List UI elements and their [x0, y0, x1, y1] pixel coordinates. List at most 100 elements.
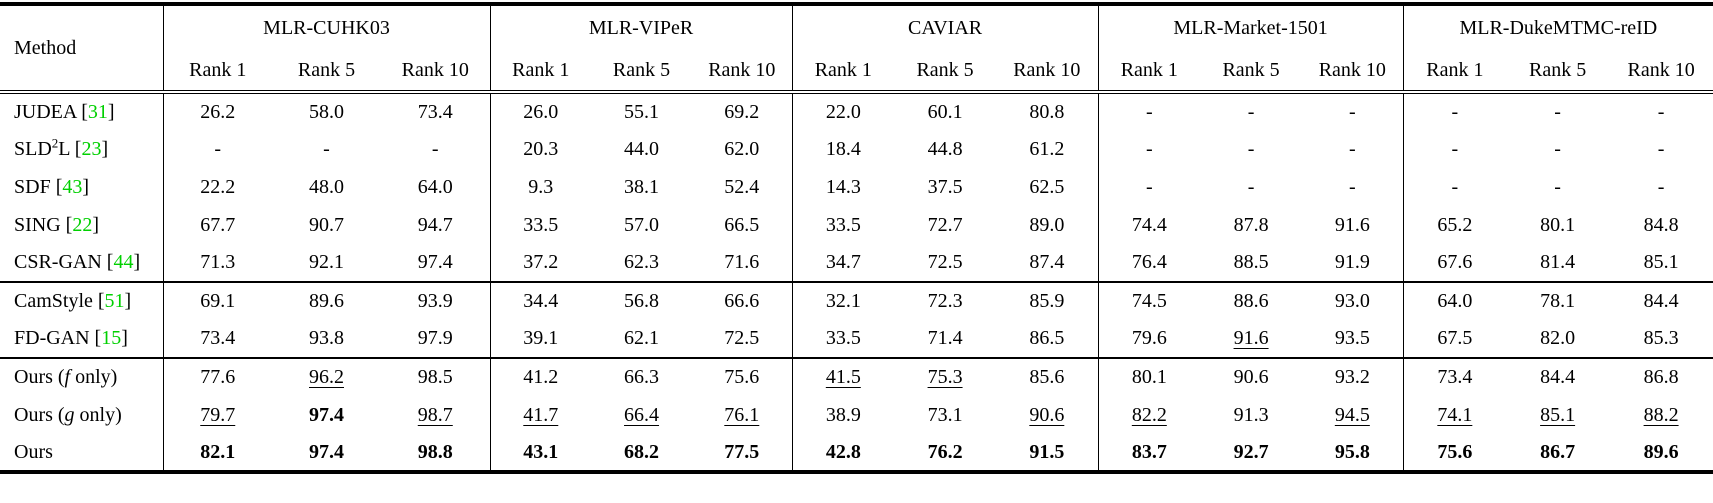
text-segment: 41.5	[825, 366, 861, 388]
value-cell: 67.7	[162, 206, 272, 244]
rank-header: Rank 10	[996, 50, 1099, 94]
value-cell: 62.5	[996, 168, 1098, 206]
text-segment: 98.8	[417, 440, 453, 463]
text-segment: 93.8	[309, 327, 344, 349]
value-cell: 33.5	[791, 206, 895, 244]
value-cell: 98.5	[381, 357, 491, 396]
text-segment: 72.5	[724, 327, 760, 349]
value-cell: -	[162, 130, 272, 168]
text-segment: -	[1145, 137, 1153, 160]
rank-header: Rank 1	[489, 50, 592, 94]
text-segment: 74.1	[1437, 403, 1473, 426]
text-segment: -	[1554, 137, 1561, 160]
text-segment: -	[323, 137, 330, 160]
table-row: JUDEA [31] 26.2 58.0 73.4 26.0 55.1 69.2 22.0 60…	[0, 92, 1713, 130]
value-cell: 89.0	[996, 206, 1098, 244]
text-segment: 38.9	[825, 403, 861, 426]
text-segment: 67.7	[200, 213, 236, 236]
text-segment: 74.4	[1131, 213, 1167, 236]
citation-number: 31	[87, 100, 108, 123]
value-cell: 76.2	[894, 434, 996, 472]
text-segment: 77.6	[200, 366, 236, 388]
value-cell: 97.9	[381, 320, 490, 358]
table-row: CamStyle [51] 69.1 89.6 93.9 34.4 56.8 66.6 32.…	[0, 281, 1713, 320]
value-cell: 9.3	[489, 168, 592, 206]
text-segment: -	[1348, 100, 1356, 123]
value-cell: 65.2	[1402, 206, 1507, 244]
value-cell: -	[1402, 92, 1507, 130]
text-segment: CSR-GAN [	[14, 251, 114, 273]
value-cell: 82.1	[162, 434, 272, 472]
citation-number: 15	[101, 327, 122, 349]
text-segment: 14.3	[825, 175, 861, 198]
value-cell: 89.6	[1609, 434, 1713, 472]
text-segment: 55.1	[624, 100, 660, 123]
value-cell: 71.3	[162, 244, 272, 282]
text-segment: 66.6	[724, 290, 760, 312]
text-segment: 73.4	[1437, 366, 1473, 388]
value-cell: 98.8	[381, 434, 490, 472]
text-segment: 42.8	[825, 440, 861, 463]
text-segment: 65.2	[1437, 213, 1473, 236]
text-segment: 93.9	[417, 290, 453, 312]
value-cell: 33.5	[791, 320, 895, 358]
method-cell: SLD2L [23]	[0, 130, 163, 168]
value-cell: 96.2	[272, 357, 381, 396]
text-segment: 60.1	[927, 100, 963, 123]
text-segment: 64.0	[1437, 290, 1473, 312]
value-cell: 89.6	[272, 281, 381, 320]
text-segment: 64.0	[417, 175, 453, 198]
value-cell: 91.6	[1302, 206, 1403, 244]
value-cell: 86.8	[1609, 357, 1713, 396]
text-segment: -	[1145, 100, 1153, 123]
value-cell: -	[1506, 130, 1609, 168]
value-cell: 42.8	[791, 434, 895, 472]
text-segment: 73.4	[200, 327, 236, 349]
text-segment: -	[1657, 175, 1665, 198]
value-cell: 44.8	[894, 130, 996, 168]
value-cell: 41.5	[791, 357, 895, 396]
text-segment: 97.4	[417, 251, 453, 273]
value-cell: 94.7	[381, 206, 490, 244]
text-segment: 87.8	[1233, 213, 1269, 236]
text-segment: 97.9	[417, 327, 453, 349]
text-segment: 71.4	[927, 327, 963, 349]
value-cell: 22.0	[791, 92, 895, 130]
text-segment: 90.6	[1233, 366, 1269, 388]
text-segment: 62.0	[724, 137, 760, 160]
text-segment: 85.1	[1643, 251, 1679, 273]
value-cell: 93.2	[1302, 357, 1404, 396]
text-segment: 88.6	[1233, 290, 1269, 312]
value-cell: 83.7	[1097, 434, 1201, 472]
value-cell: 18.4	[791, 130, 895, 168]
rank-header: Rank 1	[1097, 50, 1201, 94]
text-segment: 26.0	[523, 100, 559, 123]
value-cell: 73.4	[381, 92, 490, 130]
text-segment: 62.5	[1029, 175, 1065, 198]
text-segment: Ours (	[14, 403, 65, 426]
text-segment: 62.1	[624, 327, 660, 349]
value-cell: 85.9	[996, 281, 1099, 320]
text-segment: 72.3	[927, 290, 963, 312]
text-segment: JUDEA [	[14, 100, 88, 123]
text-segment: 26.2	[200, 100, 236, 123]
text-segment: 82.0	[1540, 327, 1576, 349]
text-segment: ]	[107, 100, 115, 123]
text-segment: 91.9	[1334, 251, 1370, 273]
value-cell: 72.5	[894, 244, 996, 282]
text-segment: 86.8	[1643, 366, 1679, 388]
value-cell: 79.6	[1097, 320, 1201, 358]
rank-header: Rank 5	[894, 50, 997, 94]
text-segment: 67.5	[1437, 327, 1473, 349]
text-segment: 72.5	[927, 251, 963, 273]
text-segment: 67.6	[1437, 251, 1473, 273]
text-segment: 83.7	[1131, 440, 1167, 463]
table-row: Ours 82.1 97.4 98.8 43.1 68.2 77.5 42.8 76.2 91.5…	[0, 434, 1713, 472]
value-cell: -	[1097, 168, 1201, 206]
method-cell: FD-GAN [15]	[0, 320, 163, 358]
value-cell: 87.8	[1200, 206, 1302, 244]
value-cell: 82.2	[1097, 396, 1201, 434]
rank-header: Rank 10	[1302, 50, 1404, 94]
value-cell: 26.0	[489, 92, 592, 130]
table-header: Method MLR-CUHK03 MLR-VIPeR CAVIAR MLR-Mark…	[0, 4, 1713, 94]
